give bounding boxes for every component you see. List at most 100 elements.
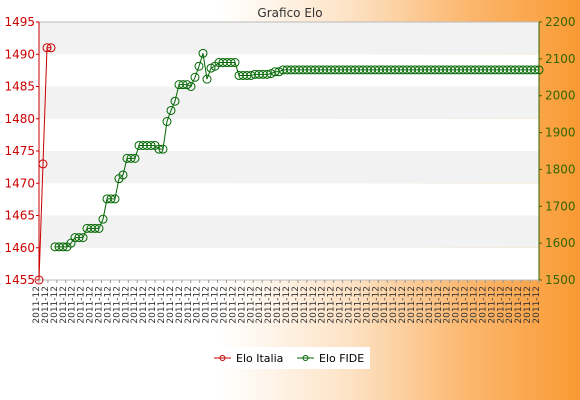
- data-point-elo-fide: [146, 140, 156, 150]
- x-tick-label: 2011-12: [487, 286, 497, 324]
- data-point-elo-fide: [130, 153, 140, 163]
- y-tick-label-right: 1900: [545, 126, 576, 140]
- x-tick-label: 2011-12: [336, 286, 346, 324]
- data-point-elo-fide: [194, 61, 204, 71]
- data-point-elo-fide: [118, 170, 128, 180]
- data-point-elo-fide: [106, 194, 116, 204]
- x-tick-label: 2011-12: [452, 286, 462, 324]
- legend-label-elo-fide: Elo FIDE: [319, 352, 364, 365]
- x-tick-label: 2011-12: [309, 286, 319, 324]
- data-point-elo-fide: [206, 63, 216, 73]
- x-tick-label: 2011-12: [523, 286, 533, 324]
- x-tick-label: 2011-12: [175, 286, 185, 324]
- plot-band: [39, 86, 539, 119]
- x-tick-label: 2011-12: [470, 286, 480, 324]
- legend-box: [210, 347, 370, 369]
- x-tick-label: 2011-12: [505, 286, 515, 324]
- data-point-elo-fide: [90, 223, 100, 233]
- data-point-elo-fide: [170, 96, 180, 106]
- x-tick-label: 2011-12: [112, 286, 122, 324]
- data-point-elo-fide: [166, 105, 176, 115]
- x-tick-label: 2011-12: [282, 286, 292, 324]
- legend-label-elo-italia: Elo Italia: [236, 352, 283, 365]
- x-tick-label: 2011-12: [130, 286, 140, 324]
- y-tick-label-left: 1455: [4, 273, 35, 287]
- y-tick-label-left: 1485: [4, 80, 35, 94]
- x-tick-label: 2011-12: [103, 286, 113, 324]
- data-point-elo-fide: [230, 58, 240, 68]
- y-tick-label-right: 2000: [545, 89, 576, 103]
- data-point-elo-italia: [42, 43, 52, 53]
- x-tick-label: 2011-12: [461, 286, 471, 324]
- y-tick-label-right: 1600: [545, 236, 576, 250]
- x-tick-label: 2011-12: [220, 286, 230, 324]
- data-point-elo-fide: [126, 153, 136, 163]
- x-tick-label: 2011-12: [425, 286, 435, 324]
- data-point-elo-fide: [262, 69, 272, 79]
- y-axis-left: 1455 1460 1465 1470 1475 1480 1485 1490 1495: [4, 15, 40, 287]
- y-tick-label-right: 1500: [545, 273, 576, 287]
- legend-marker-elo-fide: [302, 355, 309, 361]
- x-tick-label: 2011-12: [202, 286, 212, 324]
- x-tick-label: 2011-12: [327, 286, 337, 324]
- x-tick-label: 2011-12: [193, 286, 203, 324]
- y-tick-label-left: 1490: [4, 47, 35, 61]
- x-axis: 2011-122011-122011-122011-122011-122011-…: [32, 280, 542, 324]
- series-layer: [34, 43, 544, 285]
- data-point-elo-fide: [110, 194, 120, 204]
- data-point-elo-italia: [46, 43, 56, 53]
- x-tick-label: 2011-12: [434, 286, 444, 324]
- x-tick-label: 2011-12: [41, 286, 51, 324]
- x-tick-label: 2011-12: [291, 286, 301, 324]
- x-tick-label: 2011-12: [389, 286, 399, 324]
- plot-bands: [39, 22, 539, 280]
- plot-band: [39, 183, 539, 216]
- data-point-elo-italia: [34, 275, 44, 285]
- x-tick-label: 2011-12: [478, 286, 488, 324]
- x-tick-label: 2011-12: [407, 286, 417, 324]
- x-tick-label: 2011-12: [496, 286, 506, 324]
- x-tick-label: 2011-12: [380, 286, 390, 324]
- data-point-elo-fide: [74, 233, 84, 243]
- y-tick-label-left: 1475: [4, 144, 35, 158]
- x-tick-label: 2011-12: [148, 286, 158, 324]
- x-tick-label: 2011-12: [353, 286, 363, 324]
- x-tick-label: 2011-12: [184, 286, 194, 324]
- x-tick-label: 2011-12: [157, 286, 167, 324]
- x-tick-label: 2011-12: [95, 286, 105, 324]
- y-tick-label-right: 1800: [545, 162, 576, 176]
- data-point-elo-fide: [226, 58, 236, 68]
- x-tick-label: 2011-12: [318, 286, 328, 324]
- data-point-elo-fide: [158, 144, 168, 154]
- x-tick-label: 2011-12: [50, 286, 60, 324]
- data-point-elo-fide: [154, 144, 164, 154]
- chart-title: Grafico Elo: [257, 6, 322, 20]
- x-tick-label: 2011-12: [443, 286, 453, 324]
- y-tick-label-left: 1460: [4, 241, 35, 255]
- legend: Elo Italia Elo FIDE: [210, 347, 370, 369]
- x-tick-label: 2011-12: [211, 286, 221, 324]
- plot-band: [39, 215, 539, 248]
- data-point-elo-fide: [58, 242, 68, 252]
- x-tick-label: 2011-12: [68, 286, 78, 324]
- data-point-elo-fide: [530, 65, 540, 75]
- data-point-elo-fide: [78, 233, 88, 243]
- legend-marker-elo-italia: [219, 355, 226, 361]
- data-point-elo-fide: [186, 82, 196, 91]
- x-tick-label: 2011-12: [121, 286, 131, 324]
- data-point-elo-fide: [190, 72, 200, 82]
- data-point-elo-fide: [98, 214, 108, 224]
- y-tick-label-left: 1480: [4, 112, 35, 126]
- x-tick-label: 2011-12: [139, 286, 149, 324]
- x-tick-label: 2011-12: [237, 286, 247, 324]
- data-point-elo-fide: [202, 74, 212, 84]
- data-point-elo-fide: [162, 117, 172, 127]
- x-tick-label: 2011-12: [77, 286, 87, 324]
- x-tick-label: 2011-12: [255, 286, 265, 324]
- x-tick-label: 2011-12: [532, 286, 542, 324]
- x-tick-label: 2011-12: [371, 286, 381, 324]
- x-tick-label: 2011-12: [300, 286, 310, 324]
- data-point-elo-fide: [198, 48, 208, 58]
